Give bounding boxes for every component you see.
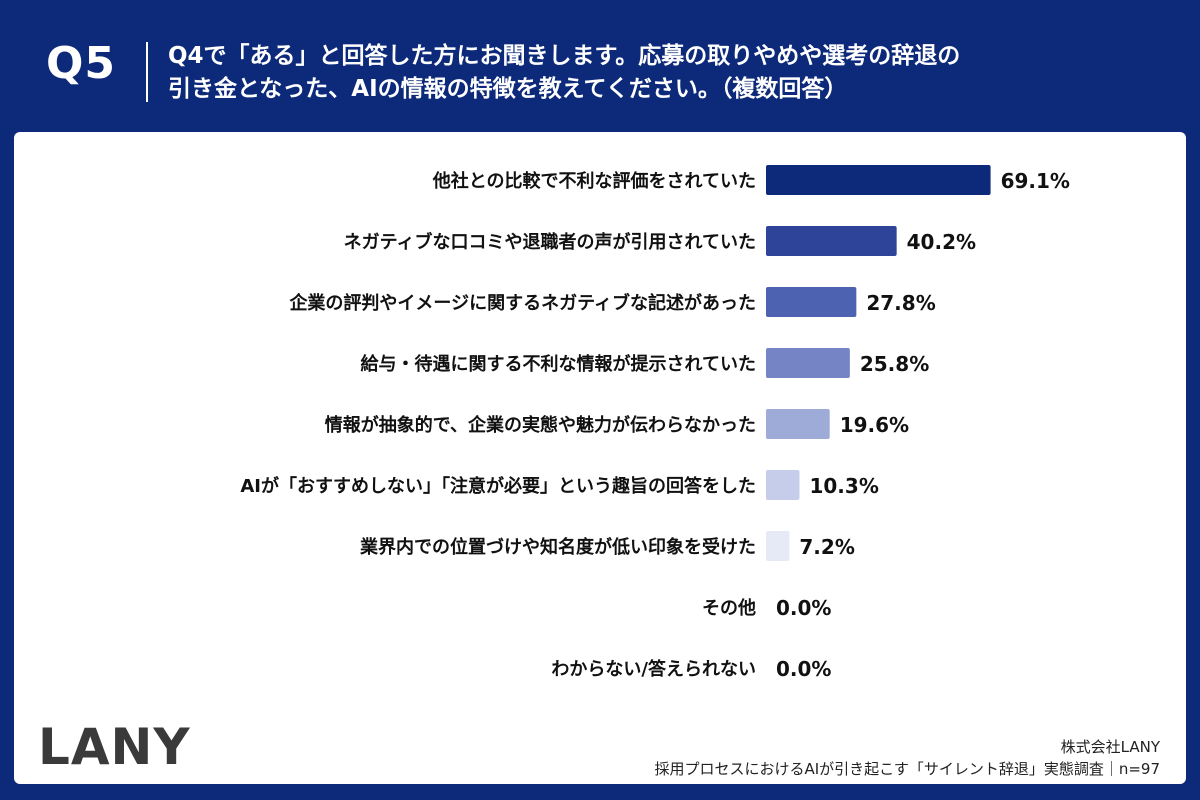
data-label: 10.3%	[809, 474, 878, 498]
header-divider	[146, 42, 148, 102]
category-label: わからない/答えられない	[551, 658, 756, 680]
footer-source: 採用プロセスにおけるAIが引き起こす「サイレント辞退」実態調査｜n=97	[654, 760, 1160, 778]
question-line-1: Q4で「ある」と回答した方にお聞きします。応募の取りやめや選考の辞退の	[168, 43, 961, 69]
category-label: 他社との比較で不利な評価をされていた	[432, 170, 756, 192]
bar	[766, 531, 790, 561]
category-label: その他	[702, 597, 756, 619]
category-label: ネガティブな口コミや退職者の声が引用されていた	[344, 231, 756, 253]
header: Q5 Q4で「ある」と回答した方にお聞きします。応募の取りやめや選考の辞退の 引…	[0, 0, 1200, 130]
bar-chart: 他社との比較で不利な評価をされていた 69.1% ネガティブな口コミや退職者の声が引…	[240, 165, 1070, 681]
data-label: 0.0%	[776, 657, 831, 681]
category-label: 業界内での位置づけや知名度が低い印象を受けた	[359, 536, 756, 558]
bar	[766, 409, 830, 439]
category-label: AIが「おすすめしない」「注意が必要」という趣旨の回答をした	[240, 475, 756, 497]
data-label: 7.2%	[799, 535, 854, 559]
question-line-2: 引き金となった、AIの情報の特徴を教えてください。（複数回答）	[168, 76, 848, 102]
data-label: 40.2%	[907, 230, 976, 254]
footer: 株式会社LANY 採用プロセスにおけるAIが引き起こす「サイレント辞退」実態調査…	[654, 736, 1160, 780]
question-number: Q5	[46, 38, 117, 89]
lany-logo: LANY	[38, 718, 191, 776]
data-label: 19.6%	[840, 413, 909, 437]
data-label: 0.0%	[776, 596, 831, 620]
chart-panel: 他社との比較で不利な評価をされていた 69.1% ネガティブな口コミや退職者の声が引…	[14, 132, 1186, 784]
data-label: 69.1%	[1001, 169, 1070, 193]
bar	[766, 287, 857, 317]
bar	[766, 165, 991, 195]
category-label: 給与・待遇に関する不利な情報が提示されていた	[361, 353, 756, 375]
data-label: 27.8%	[866, 291, 935, 315]
question-text: Q4で「ある」と回答した方にお聞きします。応募の取りやめや選考の辞退の 引き金と…	[168, 40, 1168, 106]
bar	[766, 348, 850, 378]
bar	[766, 226, 897, 256]
bar	[766, 470, 800, 500]
category-label: 企業の評判やイメージに関するネガティブな記述があった	[288, 292, 756, 314]
footer-company: 株式会社LANY	[1060, 738, 1160, 756]
category-label: 情報が抽象的で、企業の実態や魅力が伝わらなかった	[325, 414, 756, 436]
data-label: 25.8%	[860, 352, 929, 376]
